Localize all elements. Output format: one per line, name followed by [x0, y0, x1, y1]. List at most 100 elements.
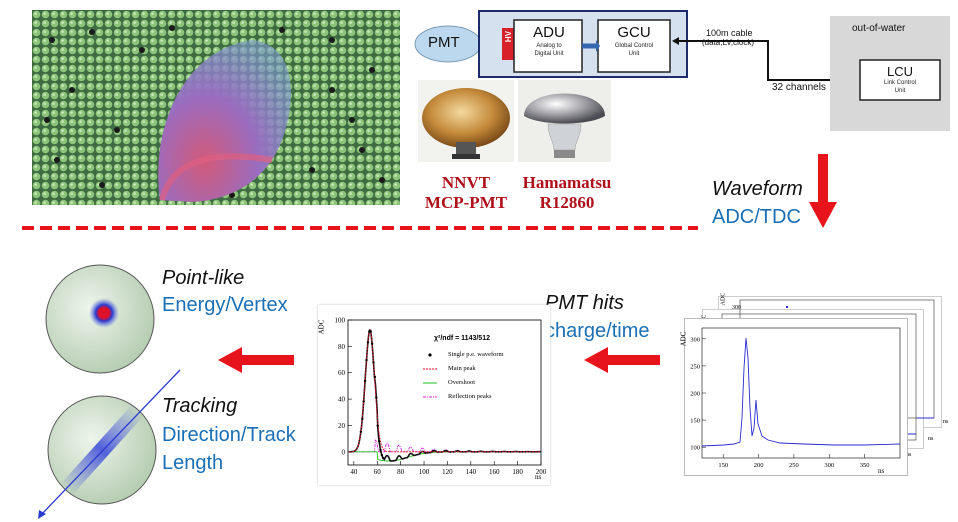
adc-xtick-0: 150: [718, 462, 728, 469]
fit-chart: 0 20 40 60 80 100 40 60 80 100 120 140 160 180 200: [335, 317, 547, 477]
back-panel-2-xlabel: ns: [943, 419, 949, 425]
waveform-point: [380, 454, 384, 457]
fit-ytick-0: 0: [342, 448, 346, 456]
adc-xtick-3: 300: [824, 462, 834, 469]
waveform-label: Waveform: [712, 178, 803, 200]
fit-ytick-1: 20: [338, 422, 346, 430]
energy-vertex-label: Energy/Vertex: [162, 294, 288, 316]
waveform-point: [366, 341, 370, 344]
adc-xlabel: ns: [878, 467, 885, 475]
fit-xtick-7: 180: [512, 468, 523, 476]
pmt-label: PMT: [428, 34, 460, 51]
channels-label: 32 channels: [772, 82, 826, 93]
cable-spec-label: (data,LV,clock): [702, 38, 755, 47]
waveform-point: [382, 457, 385, 460]
out-of-water-label: out-of-water: [852, 23, 906, 34]
gcu-sub1: Global Control: [614, 43, 654, 49]
waveform-point: [369, 330, 372, 333]
pointlike-label: Point-like: [162, 267, 245, 289]
electronics-diagram: [414, 10, 950, 131]
waveform-point: [359, 430, 363, 433]
nnvt-model: MCP-PMT: [424, 193, 508, 212]
left-arrow-1: [218, 347, 294, 373]
adu-sub1: Analog to: [536, 43, 562, 49]
adc-xtick-2: 250: [789, 462, 799, 469]
fit-ytick-4: 80: [338, 343, 346, 351]
nnvt-pmt-photo: [418, 80, 514, 162]
direction-track-label: Direction/Track: [162, 424, 296, 446]
adc-ytick-1: 150: [690, 418, 700, 425]
lcu-sub1: Link Control: [883, 80, 916, 86]
waveform-point: [365, 358, 368, 362]
waveform-point: [376, 424, 379, 427]
adc-ytick-4: 300: [690, 336, 700, 343]
back-panel-1-xlabel: ns: [928, 436, 934, 442]
adu-title: ADU: [533, 24, 565, 41]
fit-ytick-5: 100: [335, 317, 346, 325]
adc-xtick-1: 200: [754, 462, 764, 469]
adc-chart: 100 150 200 250 300 150 200 250 300 350: [690, 327, 901, 469]
adc-chart-plot-area: [701, 327, 901, 459]
waveform-point: [370, 342, 374, 345]
fit-xtick-0: 40: [350, 468, 358, 476]
gcu-sub2: Unit: [628, 51, 640, 57]
nnvt-name: NNVT: [441, 173, 491, 192]
fit-xtick-3: 100: [419, 468, 430, 476]
waveform-point: [362, 400, 365, 403]
waveform-point: [379, 448, 382, 452]
adc-tdc-label: ADC/TDC: [712, 206, 801, 228]
hamamatsu-pmt-photo: [518, 80, 611, 162]
pointlike-sphere: [45, 264, 155, 374]
fit-xtick-1: 60: [374, 468, 382, 476]
legend-reflection: Reflection peaks: [448, 393, 492, 400]
cable-label: 100m cable: [706, 28, 753, 38]
main-peak-curve: [349, 329, 541, 453]
lcu-sub2: Unit: [894, 88, 906, 94]
waveform-point: [372, 361, 375, 364]
fit-xlabel: ns: [535, 473, 542, 481]
back-panel-2-ylabel: ADC: [720, 292, 727, 306]
length-label: Length: [162, 452, 224, 474]
fit-xtick-5: 140: [466, 468, 477, 476]
adc-ytick-0: 100: [690, 445, 700, 452]
fit-xtick-2: 80: [397, 468, 405, 476]
nnvt-label: NNVT MCP-PMT: [408, 173, 524, 213]
lcu-box: [859, 59, 941, 101]
charge-time-label: charge/time: [545, 320, 650, 342]
legend-main-peak: Main peak: [448, 365, 476, 372]
lcu-title: LCU: [886, 64, 913, 79]
vertex-point: [89, 298, 119, 328]
detector-render: [32, 10, 400, 205]
fit-legend: [423, 353, 437, 398]
legend-marker-waveform: [428, 353, 432, 357]
front-panel-extra-xlabel: ns: [906, 452, 912, 458]
waveform-point: [377, 440, 381, 443]
hamamatsu-model: R12860: [539, 193, 595, 212]
adc-ylabel: ADC: [679, 331, 688, 347]
fit-ytick-3: 60: [338, 369, 346, 377]
waveform-point: [363, 379, 367, 383]
fit-xtick-6: 160: [489, 468, 500, 476]
left-arrow-2: [584, 347, 660, 373]
gcu-title: GCU: [617, 24, 651, 41]
waveform-point: [361, 417, 364, 420]
fit-xtick-4: 120: [442, 468, 453, 476]
track-line: [39, 369, 181, 517]
fit-xtick-8: 200: [536, 468, 547, 476]
adu-sub2: Digital Unit: [534, 51, 564, 57]
adc-ytick-3: 250: [690, 363, 700, 370]
dashed-separator: [22, 226, 698, 230]
fit-chart-title: χ²/ndf = 1143/512: [434, 335, 490, 342]
back-panel-2-ytick: 300: [732, 305, 741, 311]
hv-label: HV: [504, 30, 514, 43]
waveform-point: [375, 396, 378, 399]
pmt-hits-label: PMT hits: [545, 292, 624, 314]
adc-xtick-4: 350: [860, 462, 870, 469]
adc-ytick-2: 200: [690, 391, 700, 398]
hv-box: [502, 28, 514, 60]
down-arrow: [809, 154, 837, 228]
waveform-point: [373, 375, 377, 379]
adc-waveform-trace: [701, 337, 901, 447]
legend-waveform: Single p.e. waveform: [448, 351, 504, 358]
legend-overshoot: Overshoot: [448, 379, 476, 386]
